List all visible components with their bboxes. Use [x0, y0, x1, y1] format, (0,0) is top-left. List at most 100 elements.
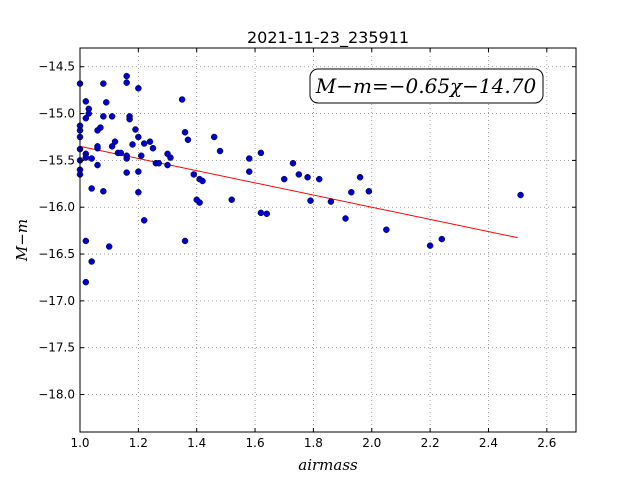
data-point — [383, 226, 390, 233]
data-point — [94, 144, 101, 152]
data-point — [348, 188, 355, 196]
data-point — [100, 80, 107, 87]
data-point — [138, 152, 145, 159]
data-point — [181, 237, 189, 245]
y-tick-labels: −14.5 −15.0 −15.5 −16.0 −16.5 −17.0 −17.5 −18.0 — [38, 60, 75, 402]
data-point — [82, 114, 90, 122]
data-point — [196, 199, 203, 206]
data-point — [327, 198, 335, 205]
data-point — [108, 113, 116, 120]
fit-line-group — [79, 145, 518, 239]
data-point — [100, 188, 107, 195]
data-point — [228, 196, 235, 203]
data-point — [210, 133, 218, 141]
data-point — [365, 188, 373, 195]
data-point — [123, 72, 130, 80]
data-point — [257, 209, 265, 217]
data-point — [190, 171, 198, 178]
fit-line — [79, 145, 518, 239]
data-point — [123, 155, 130, 162]
data-point — [123, 79, 130, 86]
data-point — [132, 126, 139, 133]
data-point — [108, 143, 116, 150]
x-tick-label: 1.8 — [304, 436, 323, 450]
data-point — [97, 124, 104, 131]
data-point — [135, 85, 142, 92]
data-point — [88, 258, 95, 265]
y-tick-label: −18.0 — [38, 388, 75, 402]
data-point — [181, 129, 189, 136]
data-point — [517, 191, 524, 199]
data-point — [129, 141, 136, 148]
axis-ticks — [79, 48, 576, 432]
data-point — [245, 168, 253, 175]
data-point — [295, 171, 303, 178]
data-point — [263, 210, 270, 218]
data-point — [178, 96, 186, 103]
data-point — [257, 149, 265, 157]
data-point — [82, 98, 90, 105]
data-point — [164, 161, 171, 169]
x-tick-label: 2.2 — [421, 436, 440, 450]
fit-annotation: M−m=−0.65χ−14.70 — [309, 68, 544, 104]
data-point — [111, 138, 119, 145]
data-point — [123, 169, 130, 176]
data-point — [140, 140, 148, 147]
grid-lines — [79, 48, 576, 432]
x-tick-label: 2.0 — [362, 436, 381, 450]
scatter-points — [76, 72, 524, 286]
data-point — [184, 136, 192, 144]
y-tick-label: −16.5 — [38, 247, 75, 261]
data-point — [315, 175, 323, 183]
data-point — [105, 243, 113, 250]
data-point — [426, 242, 434, 249]
data-point — [167, 154, 174, 161]
data-point — [307, 197, 314, 204]
data-point — [146, 138, 154, 145]
data-point — [135, 168, 142, 175]
data-point — [103, 99, 110, 106]
y-tick-label: −14.5 — [38, 60, 75, 74]
annotation-text: M−m=−0.65χ−14.70 — [315, 74, 537, 98]
data-point — [342, 215, 349, 222]
y-tick-label: −16.0 — [38, 200, 75, 214]
y-tick-label: −17.0 — [38, 294, 75, 308]
chart-title: 2021-11-23_235911 — [247, 28, 409, 48]
data-point — [216, 147, 224, 155]
data-point — [117, 149, 125, 157]
y-tick-label: −15.0 — [38, 107, 75, 121]
data-point — [149, 144, 157, 152]
data-point — [100, 113, 107, 120]
data-point — [126, 115, 133, 123]
data-point — [135, 133, 142, 141]
data-point — [304, 173, 311, 181]
y-tick-label: −15.5 — [38, 153, 75, 167]
data-point — [94, 161, 101, 169]
x-axis-label: airmass — [298, 456, 358, 474]
data-point — [199, 177, 206, 185]
x-tick-label: 2.6 — [537, 436, 556, 450]
data-point — [82, 154, 90, 161]
data-point — [155, 159, 163, 167]
plot-frame — [79, 47, 577, 433]
data-point — [82, 278, 90, 286]
data-point — [438, 235, 446, 243]
data-point — [82, 237, 90, 245]
data-point — [356, 173, 364, 181]
data-point — [245, 155, 253, 162]
annotation-box — [309, 68, 544, 104]
data-point — [280, 175, 288, 183]
x-tick-label: 1.4 — [187, 436, 206, 450]
x-tick-label: 1.0 — [70, 436, 89, 450]
data-point — [88, 155, 95, 162]
x-tick-labels: 1.0 1.2 1.4 1.6 1.8 2.0 2.2 2.4 2.6 — [70, 436, 556, 450]
data-point — [289, 159, 297, 167]
x-tick-label: 1.2 — [129, 436, 148, 450]
x-tick-label: 2.4 — [479, 436, 498, 450]
data-point — [140, 217, 148, 224]
data-point — [135, 188, 142, 196]
y-axis-label: M−m — [13, 219, 31, 262]
x-tick-label: 1.6 — [246, 436, 265, 450]
y-tick-label: −17.5 — [38, 341, 75, 355]
